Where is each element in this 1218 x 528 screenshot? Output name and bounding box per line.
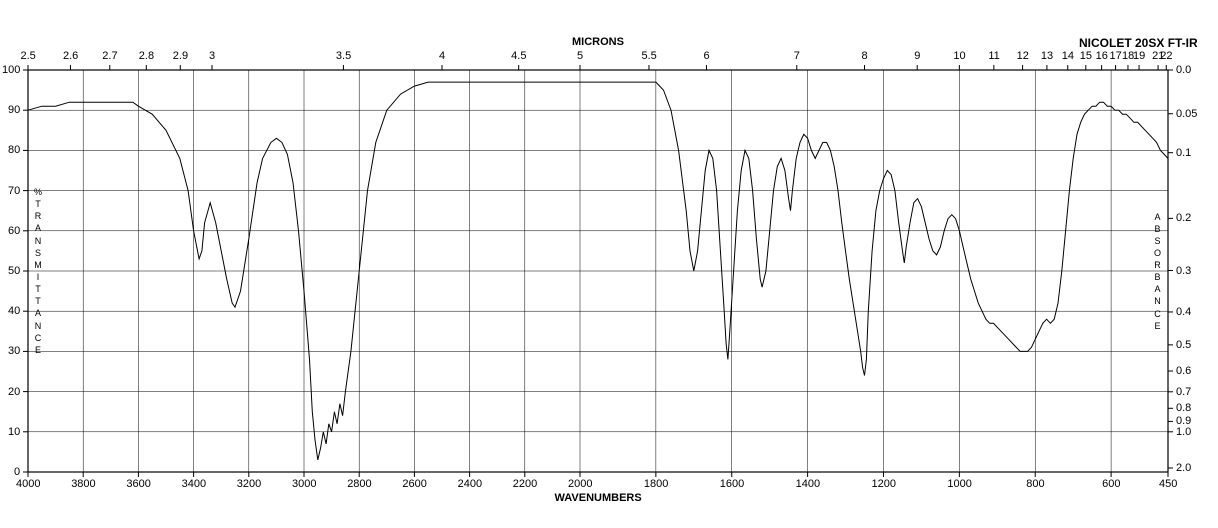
xtick-bottom-label: 3000 — [292, 478, 316, 490]
y-axis-left-title: %TRANSMITTANCE — [34, 186, 42, 356]
ir-spectrum-chart — [0, 0, 1218, 528]
xtick-top-label: 2.8 — [139, 50, 154, 62]
xtick-top-label: 2.7 — [102, 50, 117, 62]
xtick-top-label: 12 — [1017, 50, 1029, 62]
xtick-top-label: 9 — [914, 50, 920, 62]
xtick-bottom-label: 1800 — [644, 478, 668, 490]
ytick-left-label: 20 — [8, 386, 20, 398]
ytick-right-label: 0.0 — [1176, 64, 1191, 76]
y-axis-right-title: ABSORBANCE — [1154, 211, 1161, 332]
ytick-left-label: 0 — [14, 466, 20, 478]
instrument-label: NICOLET 20SX FT-IR — [1079, 36, 1198, 50]
xtick-top-label: 11 — [988, 50, 999, 62]
ytick-right-label: 0.05 — [1176, 108, 1197, 120]
xtick-top-label: 15 — [1080, 50, 1092, 62]
ytick-right-label: 0.7 — [1176, 386, 1191, 398]
xtick-top-label: 2.5 — [21, 50, 36, 62]
xtick-bottom-label: 2200 — [513, 478, 537, 490]
xtick-top-label: 4.5 — [511, 50, 526, 62]
xtick-top-label: 8 — [862, 50, 868, 62]
xtick-bottom-label: 600 — [1102, 478, 1120, 490]
xtick-bottom-label: 3600 — [126, 478, 150, 490]
x-axis-top-title: MICRONS — [572, 36, 624, 48]
ytick-right-label: 0.6 — [1176, 365, 1191, 377]
ytick-left-label: 40 — [8, 305, 20, 317]
xtick-bottom-label: 2600 — [402, 478, 426, 490]
xtick-top-label: 19 — [1133, 50, 1145, 62]
xtick-bottom-label: 2000 — [568, 478, 592, 490]
ytick-left-label: 60 — [8, 225, 20, 237]
ytick-left-label: 50 — [8, 265, 20, 277]
ytick-left-label: 90 — [8, 104, 20, 116]
ytick-left-label: 100 — [2, 64, 20, 76]
xtick-top-label: 17 — [1110, 50, 1122, 62]
xtick-bottom-label: 450 — [1159, 478, 1177, 490]
ytick-right-label: 0.1 — [1176, 147, 1191, 159]
ytick-right-label: 1.0 — [1176, 426, 1191, 438]
xtick-bottom-label: 2800 — [347, 478, 371, 490]
ytick-left-label: 30 — [8, 345, 20, 357]
xtick-top-label: 2.6 — [63, 50, 78, 62]
xtick-bottom-label: 1600 — [720, 478, 744, 490]
xtick-top-label: 10 — [953, 50, 965, 62]
xtick-top-label: 3 — [209, 50, 215, 62]
ytick-left-label: 80 — [8, 144, 20, 156]
xtick-top-label: 2.9 — [173, 50, 188, 62]
ytick-left-label: 10 — [8, 426, 20, 438]
xtick-top-label: 7 — [794, 50, 800, 62]
xtick-top-label: 5.5 — [641, 50, 656, 62]
xtick-top-label: 13 — [1041, 50, 1053, 62]
xtick-bottom-label: 800 — [1026, 478, 1044, 490]
xtick-top-label: 6 — [703, 50, 709, 62]
xtick-bottom-label: 1400 — [796, 478, 820, 490]
xtick-bottom-label: 3400 — [182, 478, 206, 490]
xtick-top-label: 16 — [1096, 50, 1108, 62]
xtick-bottom-label: 3200 — [237, 478, 261, 490]
xtick-top-label: 5 — [577, 50, 583, 62]
xtick-bottom-label: 1200 — [871, 478, 895, 490]
xtick-bottom-label: 2400 — [458, 478, 482, 490]
xtick-bottom-label: 1000 — [947, 478, 971, 490]
ytick-right-label: 0.5 — [1176, 339, 1191, 351]
ytick-right-label: 0.3 — [1176, 265, 1191, 277]
ytick-right-label: 0.8 — [1176, 402, 1191, 414]
xtick-bottom-label: 4000 — [16, 478, 40, 490]
ytick-right-label: 2.0 — [1176, 462, 1191, 474]
xtick-top-label: 4 — [439, 50, 445, 62]
ytick-right-label: 0.4 — [1176, 306, 1191, 318]
ytick-left-label: 70 — [8, 185, 20, 197]
xtick-top-label: 3.5 — [336, 50, 351, 62]
xtick-top-label: 22 — [1160, 50, 1172, 62]
x-axis-bottom-title: WAVENUMBERS — [555, 492, 642, 504]
ytick-right-label: 0.2 — [1176, 212, 1191, 224]
xtick-bottom-label: 3800 — [71, 478, 95, 490]
xtick-top-label: 14 — [1062, 50, 1074, 62]
